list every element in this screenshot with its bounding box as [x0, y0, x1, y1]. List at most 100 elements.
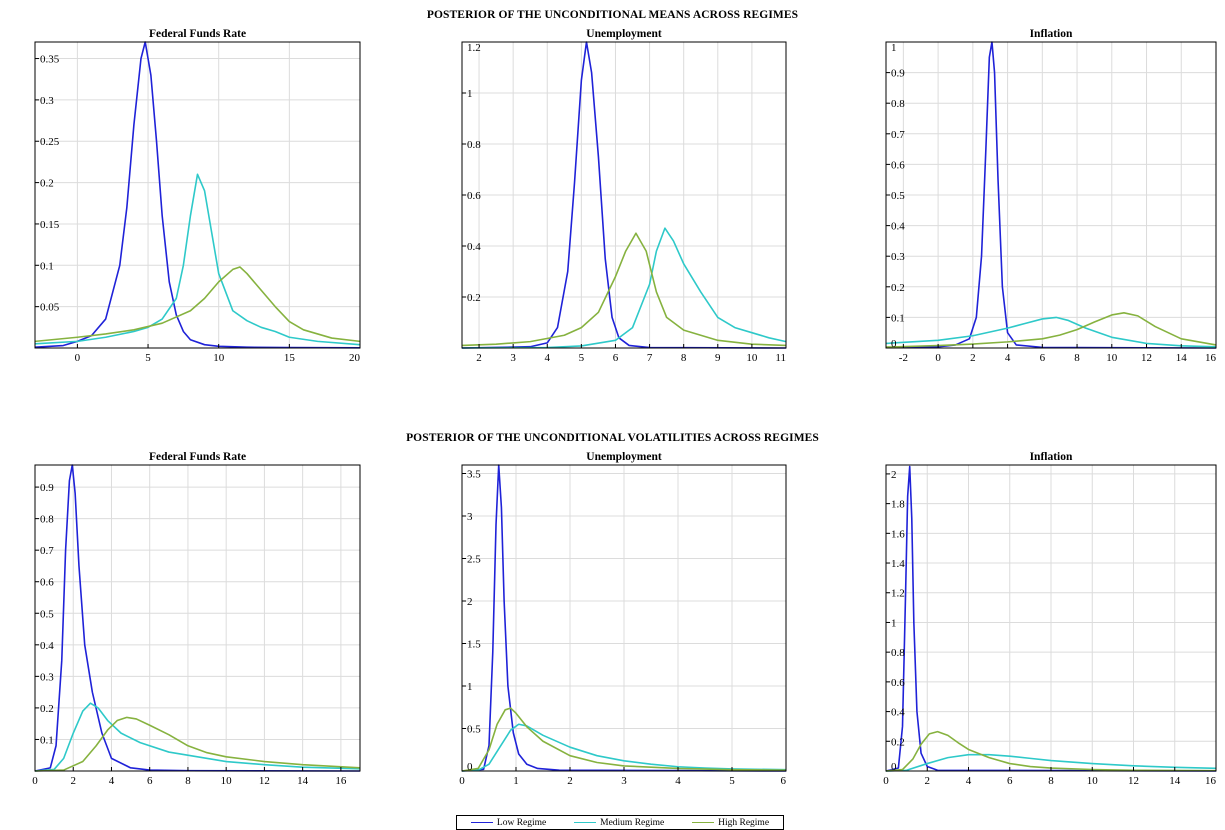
chart-title: Federal Funds Rate	[149, 28, 246, 40]
volatilities-group-title: POSTERIOR OF THE UNCONDITIONAL VOLATILIT…	[406, 432, 819, 444]
plot-area	[35, 42, 360, 348]
y-tick-label: 1	[891, 42, 897, 54]
x-tick-label: 14	[1169, 775, 1181, 787]
x-tick-label: 8	[1074, 352, 1080, 364]
x-tick-label: 10	[213, 352, 225, 364]
y-tick-label: 1.2	[891, 588, 905, 600]
x-tick-label: 14	[297, 775, 309, 787]
legend-swatch-medium	[574, 822, 597, 823]
y-tick-label: 1.4	[891, 558, 905, 570]
y-tick-label: 0.9	[891, 68, 905, 80]
legend-item-medium: Medium Regime	[574, 818, 664, 828]
chart-volatility-federal-funds-rate: Federal Funds Rate 0 2 4 6 8 10 12 14 16 0.1 0.2 0.3…	[32, 451, 361, 787]
series-low-line	[34, 464, 361, 772]
series-high-line	[461, 232, 787, 347]
x-tick-label: 1	[513, 775, 519, 787]
chart-title: Unemployment	[586, 28, 662, 40]
x-tick-label: 0	[75, 352, 81, 364]
x-tick-label: 10	[1106, 352, 1118, 364]
legend-item-low: Low Regime	[470, 817, 547, 828]
y-tick-label: 2	[467, 596, 473, 608]
y-tick-label: 0.1	[891, 312, 905, 324]
x-tick-label: 6	[1040, 352, 1046, 364]
y-tick-label: 0.2	[891, 736, 905, 748]
grid	[462, 42, 786, 348]
series-medium-line	[34, 702, 361, 772]
y-tick-label: 0.8	[467, 139, 481, 151]
legend-label-medium: Medium Regime	[600, 817, 665, 828]
series-low-line	[461, 464, 787, 772]
y-tick-label: 0.2	[40, 703, 54, 715]
chart-mean-unemployment: Unemployment 2 3 4 5 6 7 8 9 10 11 0.2 0.4 0.6 0.8 1 1.2	[461, 28, 787, 364]
chart-title: Unemployment	[586, 451, 662, 463]
series-medium-line	[885, 316, 1217, 348]
y-tick-label: 0.3	[40, 95, 54, 107]
x-tick-label: 8	[681, 352, 687, 364]
x-tick-label: 12	[1141, 352, 1152, 364]
series-low-line	[885, 41, 1217, 349]
y-tick-label: 0.2	[891, 282, 905, 294]
x-tick-label: 16	[1205, 775, 1217, 787]
y-tick-label: 0.7	[891, 129, 905, 141]
series-high-line	[461, 707, 787, 772]
series-low-line	[461, 41, 787, 349]
series-medium-line	[461, 723, 787, 772]
x-tick-label: 6	[781, 775, 787, 787]
x-tick-label: 14	[1176, 352, 1188, 364]
y-tick-label: 0.6	[40, 577, 54, 589]
x-tick-label: 0	[32, 775, 38, 787]
x-tick-label: 7	[647, 352, 653, 364]
x-tick-label: 16	[335, 775, 347, 787]
x-tick-label: 10	[746, 352, 758, 364]
y-tick-label: 0.2	[467, 292, 481, 304]
x-tick-label: 16	[1205, 352, 1217, 364]
grid	[35, 42, 360, 348]
x-tick-label: 12	[1128, 775, 1139, 787]
x-tick-label: 10	[1087, 775, 1099, 787]
x-tick-label: 4	[966, 775, 972, 787]
y-tick-label: 0.4	[467, 241, 481, 253]
legend-label-high: High Regime	[718, 817, 770, 828]
y-tick-label: 0.8	[40, 514, 54, 526]
series-low-line	[885, 465, 1217, 772]
x-tick-label: 9	[715, 352, 721, 364]
x-tick-label: 2	[925, 775, 931, 787]
x-tick-label: 8	[185, 775, 191, 787]
y-tick-label: 2	[891, 469, 897, 481]
x-tick-label: 2	[567, 775, 573, 787]
y-tick-label: 3	[467, 511, 473, 523]
y-tick-label: 0.05	[40, 302, 60, 314]
y-tick-label: 0.6	[467, 190, 481, 202]
x-tick-label: -2	[899, 352, 908, 364]
grid	[886, 42, 1216, 348]
chart-title: Inflation	[1030, 28, 1073, 40]
y-tick-label: 0	[467, 761, 473, 773]
y-tick-label: 0.4	[40, 640, 54, 652]
series-high-line	[885, 312, 1217, 348]
y-tick-label: 0.15	[40, 219, 60, 231]
x-tick-label: 20	[349, 352, 361, 364]
chart-title: Inflation	[1030, 451, 1073, 463]
legend-item-high: High Regime	[692, 818, 769, 828]
y-tick-label: 1.5	[467, 639, 481, 651]
grid	[462, 465, 786, 771]
y-tick-label: 2.5	[467, 554, 481, 566]
series-medium-line	[885, 753, 1217, 772]
x-tick-label: 0	[883, 775, 889, 787]
x-tick-label: 6	[613, 352, 619, 364]
y-tick-label: 0.1	[40, 734, 54, 746]
x-tick-label: 11	[775, 352, 786, 364]
x-tick-label: 0	[935, 352, 941, 364]
series-high-line	[885, 730, 1217, 772]
chart-title: Federal Funds Rate	[149, 451, 246, 463]
y-tick-label: 0.6	[891, 677, 905, 689]
x-tick-label: 2	[476, 352, 482, 364]
chart-volatility-inflation: Inflation 0 2 4 6 8 10 12 14 16 0 0.2 0.4 0.6 0.8 1 1.2 1…	[883, 451, 1217, 787]
legend-swatch-high	[692, 822, 715, 823]
y-tick-label: 0.3	[891, 251, 905, 263]
series-low-line	[34, 41, 361, 349]
y-tick-label: 3.5	[467, 469, 481, 481]
legend-swatch-low	[470, 822, 493, 823]
legend-label-low: Low Regime	[496, 817, 547, 828]
x-tick-label: 12	[259, 775, 270, 787]
